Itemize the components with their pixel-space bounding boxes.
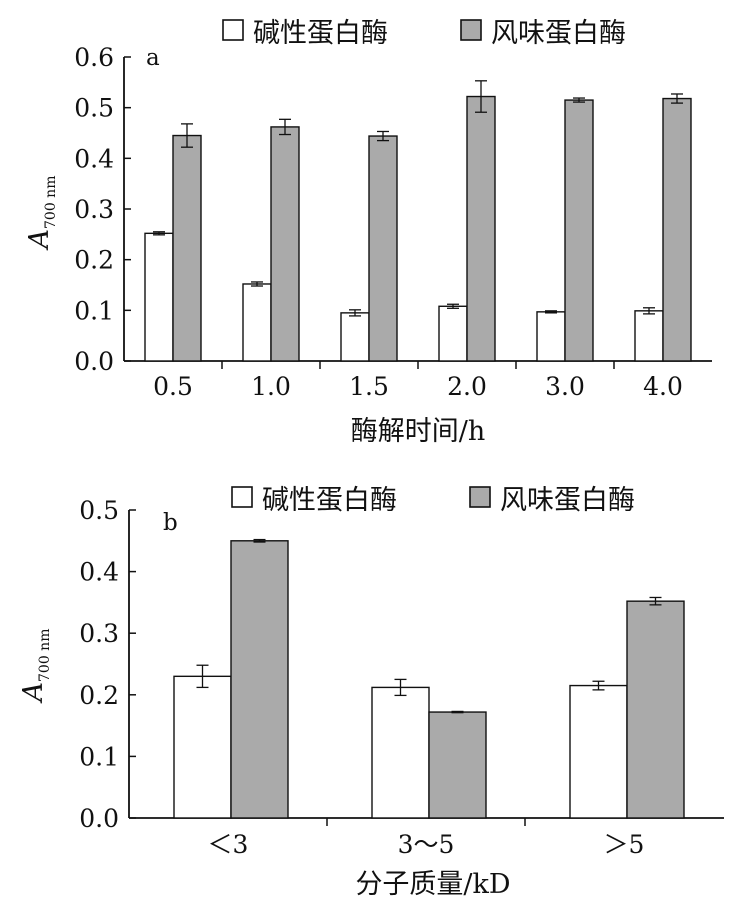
legend-label-flavourzyme: 风味蛋白酶 (491, 18, 626, 49)
panel-label-a: a (146, 45, 160, 71)
y-axis-label-a: A700 nm (24, 176, 59, 252)
y-tick-label: 0.2 (74, 246, 114, 275)
legend-swatch-alkaline (222, 19, 244, 41)
bar-alkaline-protease (634, 310, 664, 362)
legend-swatch-flavourzyme-b (469, 486, 491, 508)
legend-label-alkaline: 碱性蛋白酶 (253, 18, 388, 49)
y-tick-label: 0.1 (79, 742, 119, 771)
x-tick-label: 1.5 (349, 372, 389, 401)
chart-panel-b: 碱性蛋白酶 风味蛋白酶 b A700 nm 分子质量/kD 0.0 0.1 0.2 0… (18, 485, 724, 900)
y-tick-label: 0.4 (74, 144, 114, 173)
y-tick-label: 0.3 (79, 619, 119, 648)
y-tick-label: 0.6 (74, 43, 114, 72)
bar-alkaline-protease (144, 232, 174, 362)
legend-label-alkaline-b: 碱性蛋白酶 (262, 485, 397, 516)
bar-alkaline-protease (536, 311, 566, 362)
y-tick-label: 0.3 (74, 195, 114, 224)
bar-alkaline-protease (371, 686, 430, 819)
bar-flavourzyme (368, 135, 398, 362)
chart-panel-a: 碱性蛋白酶 风味蛋白酶 a A700 nm 酶解时间/h 0.0 0.1 0.2 0.… (24, 18, 712, 447)
legend-label-flavourzyme-b: 风味蛋白酶 (500, 485, 635, 516)
legend-swatch-flavourzyme (460, 19, 482, 41)
bar-flavourzyme (626, 600, 685, 819)
x-tick-label: ＞5 (604, 830, 645, 859)
y-tick-label: 0.1 (74, 296, 114, 325)
y-tick-label: 0.5 (79, 496, 119, 525)
x-tick-label: 4.0 (643, 372, 683, 401)
y-axis-label-b: A700 nm (18, 629, 53, 705)
bar-alkaline-protease (173, 675, 232, 819)
bar-flavourzyme (564, 99, 594, 362)
x-tick-label: 3～5 (398, 830, 455, 859)
panel-label-b: b (163, 510, 178, 536)
y-tick-label: 0.0 (79, 804, 119, 833)
y-tick-label: 0.5 (74, 94, 114, 123)
bar-alkaline-protease (569, 684, 628, 819)
x-axis-label-a: 酶解时间/h (351, 416, 486, 447)
y-tick-label: 0.0 (74, 347, 114, 376)
bar-alkaline-protease (438, 305, 468, 362)
legend-swatch-alkaline-b (231, 486, 253, 508)
bar-alkaline-protease (242, 283, 272, 362)
x-tick-label: 2.0 (447, 372, 487, 401)
x-tick-label: 1.0 (251, 372, 291, 401)
y-tick-label: 0.4 (79, 558, 119, 587)
x-tick-label: ＜3 (208, 830, 249, 859)
bar-flavourzyme (270, 126, 300, 362)
x-tick-label: 0.5 (153, 372, 193, 401)
x-tick-label: 3.0 (545, 372, 585, 401)
bar-flavourzyme (230, 540, 289, 819)
x-axis-label-b: 分子质量/kD (355, 869, 510, 900)
bar-flavourzyme (662, 97, 692, 362)
bar-flavourzyme (466, 95, 496, 362)
bar-flavourzyme (172, 134, 202, 362)
bar-alkaline-protease (340, 312, 370, 362)
y-tick-label: 0.2 (79, 681, 119, 710)
bar-flavourzyme (428, 711, 487, 819)
